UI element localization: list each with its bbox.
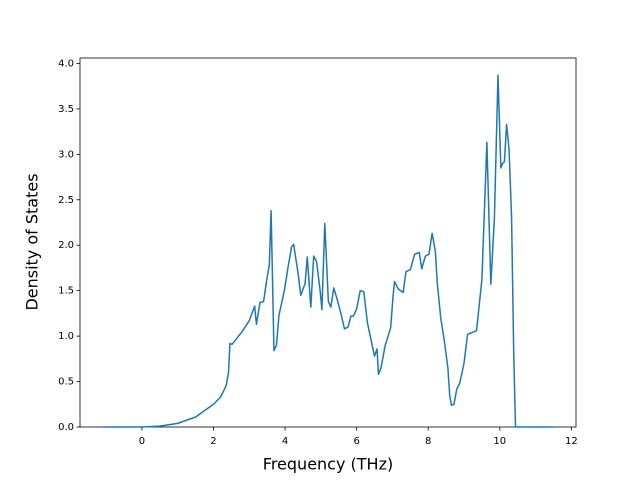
plot-frame [79, 57, 577, 428]
line [102, 74, 554, 428]
y-tick-label: 3.5 [58, 104, 74, 115]
x-tick-label: 4 [282, 436, 288, 447]
y-tick-label: 2.5 [58, 195, 74, 206]
y-tick-label: 3.0 [58, 149, 74, 160]
x-axis-label: Frequency (THz) [263, 455, 393, 474]
y-tick-label: 2.0 [58, 240, 74, 251]
y-tick-label: 4.0 [58, 58, 74, 69]
x-tick-label: 8 [425, 436, 431, 447]
x-tick-label: 10 [493, 436, 506, 447]
x-tick-label: 6 [353, 436, 359, 447]
y-tick-label: 1.0 [58, 331, 74, 342]
x-tick-label: 2 [210, 436, 216, 447]
x-tick-label: 0 [139, 436, 145, 447]
y-tick-label: 1.5 [58, 286, 74, 297]
y-axis-label: Density of States [23, 173, 42, 310]
y-tick-label: 0.0 [58, 422, 74, 433]
y-tick-label: 0.5 [58, 377, 74, 388]
x-tick-label: 12 [565, 436, 578, 447]
